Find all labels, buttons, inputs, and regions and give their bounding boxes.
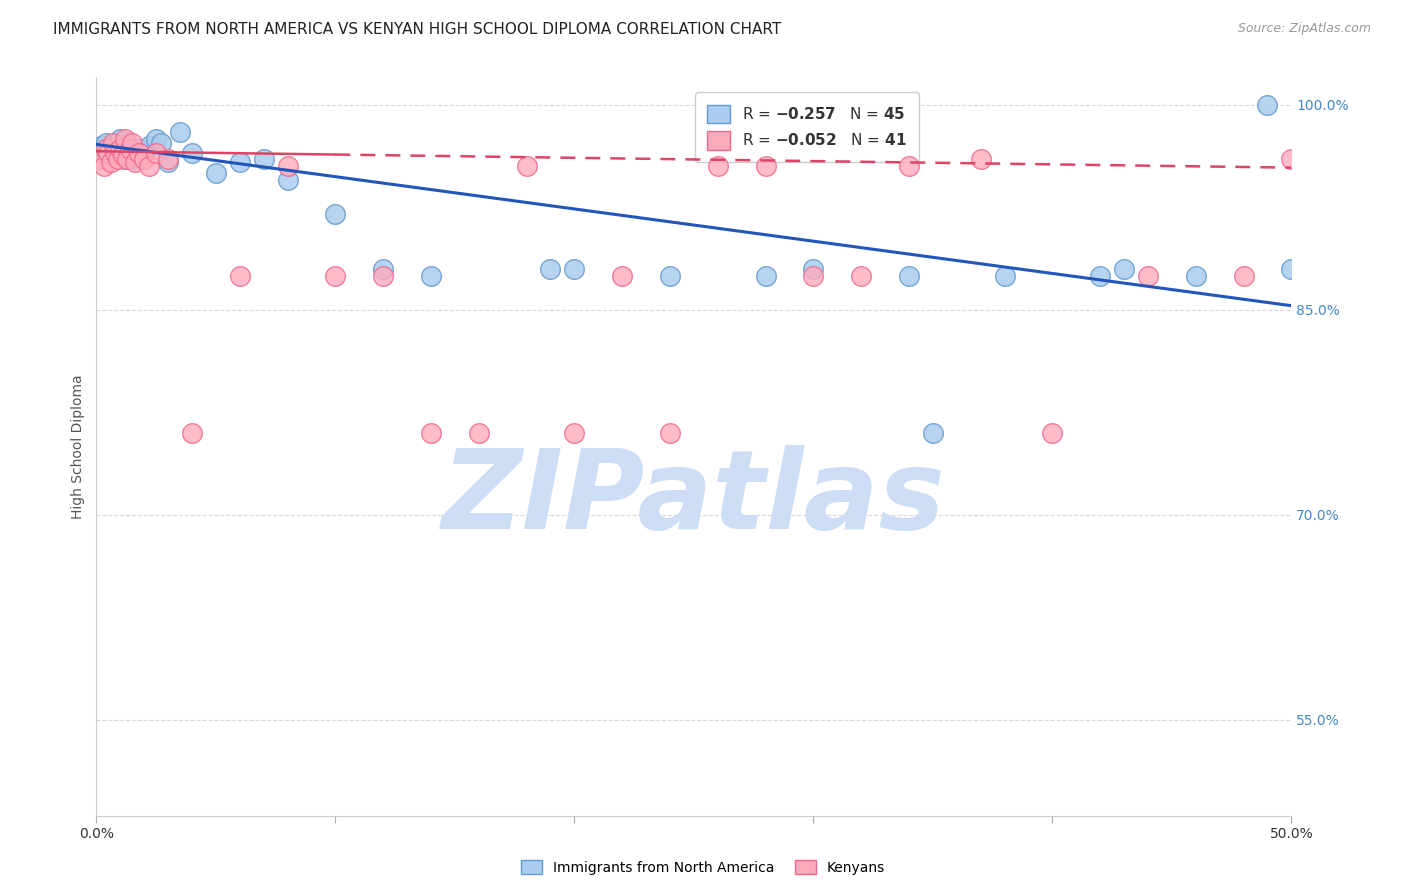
Point bbox=[969, 153, 991, 167]
Point bbox=[131, 145, 153, 160]
Point bbox=[205, 166, 228, 180]
Point bbox=[97, 145, 120, 160]
Point bbox=[149, 136, 172, 150]
Point bbox=[420, 268, 443, 283]
Point bbox=[90, 138, 112, 153]
Point bbox=[897, 159, 920, 173]
Point bbox=[538, 261, 561, 276]
Point bbox=[1232, 268, 1254, 283]
Point bbox=[134, 153, 156, 167]
Legend: R = $\mathbf{-0.257}$   N = $\mathbf{45}$, R = $\mathbf{-0.052}$   N = $\mathbf{: R = $\mathbf{-0.257}$ N = $\mathbf{45}$,… bbox=[695, 93, 920, 161]
Text: Source: ZipAtlas.com: Source: ZipAtlas.com bbox=[1237, 22, 1371, 36]
Point bbox=[562, 425, 585, 440]
Point bbox=[658, 425, 681, 440]
Point bbox=[325, 207, 347, 221]
Point bbox=[128, 141, 150, 155]
Point bbox=[1256, 97, 1278, 112]
Point bbox=[121, 141, 143, 155]
Point bbox=[1184, 268, 1206, 283]
Point bbox=[157, 155, 180, 169]
Point bbox=[124, 153, 146, 167]
Text: IMMIGRANTS FROM NORTH AMERICA VS KENYAN HIGH SCHOOL DIPLOMA CORRELATION CHART: IMMIGRANTS FROM NORTH AMERICA VS KENYAN … bbox=[53, 22, 782, 37]
Point bbox=[114, 153, 136, 167]
Point bbox=[138, 159, 160, 173]
Point bbox=[100, 141, 122, 155]
Point bbox=[754, 159, 776, 173]
Point bbox=[110, 132, 132, 146]
Point bbox=[157, 153, 180, 167]
Point bbox=[181, 425, 204, 440]
Point bbox=[94, 136, 117, 150]
Point bbox=[110, 141, 132, 155]
Point bbox=[97, 145, 120, 160]
Point bbox=[801, 261, 824, 276]
Point bbox=[1136, 268, 1159, 283]
Point bbox=[897, 268, 920, 283]
Point bbox=[90, 153, 112, 167]
Point bbox=[111, 148, 134, 162]
Point bbox=[100, 155, 122, 169]
Point bbox=[104, 145, 127, 160]
Point bbox=[138, 138, 160, 153]
Point bbox=[921, 425, 943, 440]
Point bbox=[181, 145, 204, 160]
Point bbox=[562, 261, 585, 276]
Point bbox=[117, 136, 139, 150]
Point bbox=[468, 425, 491, 440]
Point bbox=[993, 268, 1015, 283]
Point bbox=[107, 148, 129, 162]
Point bbox=[94, 141, 117, 155]
Point bbox=[1040, 425, 1063, 440]
Point bbox=[128, 145, 150, 160]
Point bbox=[107, 153, 129, 167]
Point bbox=[253, 153, 276, 167]
Point bbox=[104, 145, 127, 160]
Point bbox=[117, 153, 139, 167]
Point bbox=[325, 268, 347, 283]
Point bbox=[93, 141, 115, 155]
Point bbox=[849, 268, 872, 283]
Point bbox=[277, 173, 299, 187]
Point bbox=[754, 268, 776, 283]
Point bbox=[118, 141, 141, 155]
Point bbox=[706, 159, 728, 173]
Point bbox=[93, 159, 115, 173]
Point bbox=[658, 268, 681, 283]
Point bbox=[134, 153, 156, 167]
Point bbox=[1279, 261, 1302, 276]
Point bbox=[373, 261, 395, 276]
Point bbox=[118, 145, 141, 160]
Point bbox=[373, 268, 395, 283]
Point bbox=[121, 136, 143, 150]
Point bbox=[169, 125, 191, 139]
Point bbox=[145, 145, 167, 160]
Point bbox=[125, 148, 148, 162]
Point bbox=[1279, 153, 1302, 167]
Text: ZIPatlas: ZIPatlas bbox=[441, 444, 946, 551]
Point bbox=[515, 159, 537, 173]
Point bbox=[277, 159, 299, 173]
Point bbox=[229, 268, 252, 283]
Point bbox=[610, 268, 633, 283]
Point bbox=[1112, 261, 1135, 276]
Point bbox=[114, 132, 136, 146]
Point bbox=[1088, 268, 1111, 283]
Point bbox=[801, 268, 824, 283]
Y-axis label: High School Diploma: High School Diploma bbox=[72, 374, 86, 519]
Point bbox=[111, 138, 134, 153]
Point bbox=[101, 138, 124, 153]
Point bbox=[229, 155, 252, 169]
Legend: Immigrants from North America, Kenyans: Immigrants from North America, Kenyans bbox=[515, 855, 891, 880]
Point bbox=[145, 132, 167, 146]
Point bbox=[124, 155, 146, 169]
Point bbox=[101, 136, 124, 150]
Point bbox=[420, 425, 443, 440]
